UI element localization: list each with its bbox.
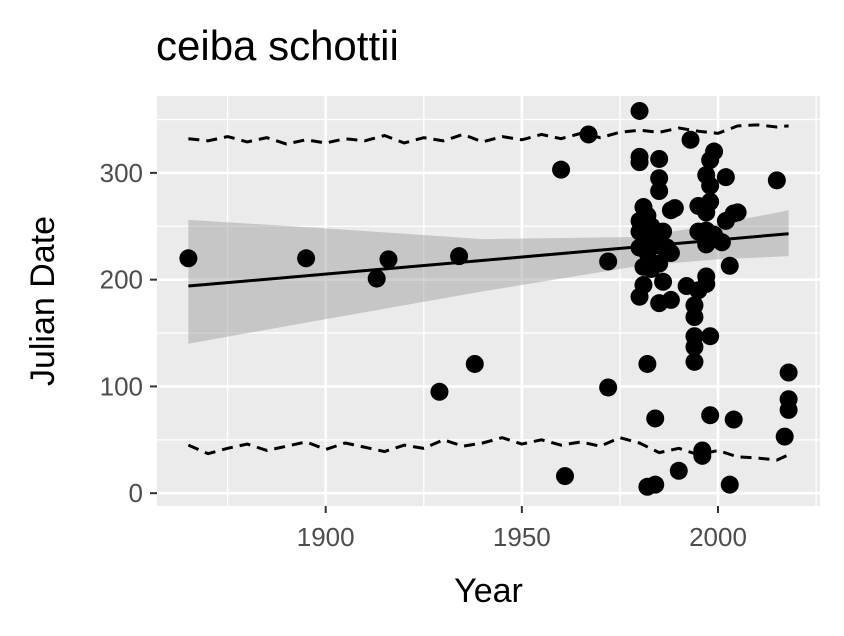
data-point xyxy=(661,243,680,262)
data-point xyxy=(701,406,720,425)
y-axis-title: Julian Date xyxy=(24,216,62,386)
data-point xyxy=(720,256,739,275)
data-point xyxy=(720,475,739,494)
data-point xyxy=(650,149,669,168)
data-point xyxy=(646,475,665,494)
data-point xyxy=(767,171,786,190)
x-tick-label: 2000 xyxy=(689,522,747,552)
y-tick-label: 200 xyxy=(100,265,143,295)
data-point xyxy=(599,252,618,271)
data-point xyxy=(665,199,684,218)
data-point xyxy=(599,378,618,397)
data-point xyxy=(701,327,720,346)
data-point xyxy=(552,160,571,179)
trend-line-layer xyxy=(188,232,789,288)
data-point xyxy=(779,363,798,382)
data-point xyxy=(661,290,680,309)
upper-dashed-line xyxy=(188,123,789,146)
x-tick-label: 1900 xyxy=(297,522,355,552)
data-point xyxy=(297,249,316,268)
data-point xyxy=(701,192,720,211)
data-point xyxy=(379,250,398,269)
data-point xyxy=(697,274,716,293)
data-point xyxy=(681,130,700,149)
data-point xyxy=(685,337,704,356)
data-point xyxy=(465,354,484,373)
data-point xyxy=(716,168,735,187)
data-point xyxy=(685,352,704,371)
data-point xyxy=(728,203,747,222)
data-point xyxy=(638,354,657,373)
data-point xyxy=(693,446,712,465)
y-tick-label: 300 xyxy=(100,158,143,188)
ticks-layer: 1900 1950 2000 0 100 200 300 xyxy=(100,158,747,552)
data-point xyxy=(712,233,731,252)
data-point xyxy=(556,467,574,486)
data-point xyxy=(775,427,794,446)
data-point xyxy=(669,461,688,480)
y-tick-label: 0 xyxy=(129,478,143,508)
data-point xyxy=(779,400,798,419)
x-tick-label: 1950 xyxy=(493,522,551,552)
data-point xyxy=(650,182,669,201)
trend-line xyxy=(188,232,789,288)
x-axis-title: Year xyxy=(454,572,523,610)
data-point xyxy=(450,247,469,266)
data-point xyxy=(701,176,720,195)
points-layer xyxy=(179,101,798,496)
data-point xyxy=(634,275,653,294)
data-point xyxy=(724,410,743,429)
data-point xyxy=(179,249,198,268)
data-point xyxy=(646,409,665,428)
chart-title: ceiba schottii xyxy=(156,22,399,69)
data-point xyxy=(705,142,724,161)
y-tick-label: 100 xyxy=(100,371,143,401)
data-point xyxy=(654,222,673,241)
data-point xyxy=(367,269,386,288)
data-point xyxy=(579,125,598,144)
data-point xyxy=(650,169,669,188)
data-point xyxy=(630,101,649,120)
data-point xyxy=(630,153,649,172)
data-point xyxy=(430,382,449,401)
data-point xyxy=(654,272,673,291)
data-point xyxy=(685,308,704,327)
